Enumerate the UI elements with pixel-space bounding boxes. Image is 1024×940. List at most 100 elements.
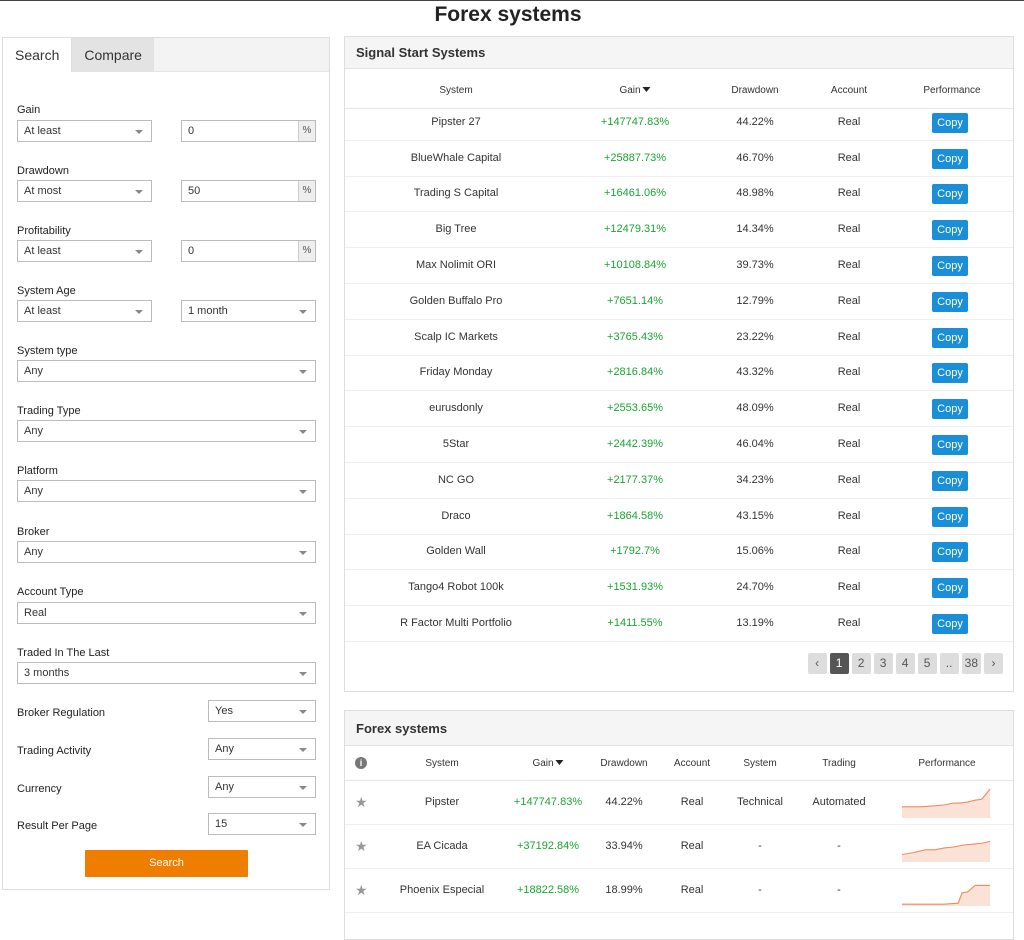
table-row[interactable]: 5Star +2442.39% 46.04% Real Copy xyxy=(345,427,1013,463)
page-1-button[interactable]: 1 xyxy=(829,653,849,674)
table-row[interactable]: R Factor Multi Portfolio +1411.55% 13.19% R… xyxy=(345,606,1013,642)
trading-activity-label: Trading Activity xyxy=(17,745,92,757)
broker-select[interactable]: Any xyxy=(17,541,316,563)
system-name[interactable]: Tango4 Robot 100k xyxy=(408,581,504,594)
copy-button[interactable]: Copy xyxy=(932,542,968,563)
col-account[interactable]: Account xyxy=(830,85,868,96)
trading-activity-value: Any xyxy=(215,743,234,755)
page-2-button[interactable]: 2 xyxy=(851,653,871,674)
system-name[interactable]: Scalp IC Markets xyxy=(414,330,498,343)
copy-button[interactable]: Copy xyxy=(932,112,968,133)
table-row[interactable]: ★ EA Cicada +37192.84% 33.94% Real - - xyxy=(345,825,1013,869)
search-button[interactable]: Search xyxy=(85,850,248,877)
system-name[interactable]: Friday Monday xyxy=(419,366,493,379)
system-name[interactable]: Pipster xyxy=(424,796,460,808)
table-row[interactable]: eurusdonly +2553.65% 48.09% Real Copy xyxy=(345,391,1013,428)
table-row[interactable]: Friday Monday +2816.84% 43.32% Real Copy xyxy=(345,356,1013,392)
table-row[interactable]: NC GO +2177.37% 34.23% Real Copy xyxy=(345,463,1013,499)
gain-value-input[interactable]: 0% xyxy=(181,120,316,142)
page-3-button[interactable]: 3 xyxy=(873,653,893,674)
system-name[interactable]: Pipster 27 xyxy=(431,115,481,128)
system-age-value-select[interactable]: 1 month xyxy=(181,300,316,322)
broker-regulation-select[interactable]: Yes xyxy=(208,700,316,722)
gain-operator-select[interactable]: At least xyxy=(17,120,152,142)
currency-select[interactable]: Any xyxy=(208,776,316,798)
col-account[interactable]: Account xyxy=(673,758,711,769)
copy-button[interactable]: Copy xyxy=(932,506,968,527)
star-icon[interactable]: ★ xyxy=(355,838,368,854)
star-icon[interactable]: ★ xyxy=(355,882,368,898)
system-name[interactable]: EA Cicada xyxy=(416,840,468,852)
result-per-page-select[interactable]: 15 xyxy=(208,813,316,835)
trading-type-select[interactable]: Any xyxy=(17,420,316,442)
system-name[interactable]: Trading S Capital xyxy=(413,187,499,200)
system-name[interactable]: Big Tree xyxy=(435,223,477,236)
copy-button[interactable]: Copy xyxy=(932,578,968,599)
page-4-button[interactable]: 4 xyxy=(895,653,915,674)
col-drawdown[interactable]: Drawdown xyxy=(600,758,648,769)
info-icon[interactable]: i xyxy=(355,757,367,769)
table-row[interactable]: Trading S Capital +16461.06% 48.98% Real Cop… xyxy=(345,177,1013,213)
col-gain[interactable]: Gain xyxy=(619,85,651,96)
system-name[interactable]: R Factor Multi Portfolio xyxy=(400,617,512,630)
system-type-select[interactable]: Any xyxy=(17,360,316,382)
copy-button[interactable]: Copy xyxy=(932,327,968,348)
system-name[interactable]: Golden Wall xyxy=(426,545,486,558)
col-system-type[interactable]: System xyxy=(743,758,777,769)
tab-search[interactable]: Search xyxy=(3,38,73,72)
col-system[interactable]: System xyxy=(439,85,473,96)
profitability-operator-select[interactable]: At least xyxy=(17,240,152,262)
chevron-down-icon xyxy=(299,786,307,790)
table-row[interactable]: ★ Pipster +147747.83% 44.22% Real Technical Au… xyxy=(345,781,1013,825)
copy-button[interactable]: Copy xyxy=(932,435,968,456)
system-name[interactable]: BlueWhale Capital xyxy=(410,151,502,164)
system-name[interactable]: eurusdonly xyxy=(429,402,483,415)
chevron-down-icon xyxy=(299,310,307,314)
copy-button[interactable]: Copy xyxy=(932,220,968,241)
system-name[interactable]: Golden Buffalo Pro xyxy=(409,294,503,307)
table-row[interactable]: Max Nolimit ORI +10108.84% 39.73% Real Copy xyxy=(345,248,1013,284)
next-page-button[interactable]: › xyxy=(984,653,1003,674)
system-name[interactable]: Draco xyxy=(441,509,471,522)
system-name[interactable]: Max Nolimit ORI xyxy=(415,259,497,272)
account-type-select[interactable]: Real xyxy=(17,602,316,624)
table-row[interactable]: Tango4 Robot 100k +1531.93% 24.70% Real Copy xyxy=(345,570,1013,607)
table-row[interactable]: BlueWhale Capital +25887.73% 46.70% Real Cop… xyxy=(345,141,1013,177)
copy-button[interactable]: Copy xyxy=(932,614,968,635)
table-row[interactable]: ★ Phoenix Especial +18822.58% 18.99% Real - - xyxy=(345,869,1013,913)
profitability-value-input[interactable]: 0% xyxy=(181,240,316,262)
gain-operator-value: At least xyxy=(24,125,61,137)
table-row[interactable]: Golden Wall +1792.7% 15.06% Real Copy xyxy=(345,535,1013,571)
page-last-button[interactable]: 38 xyxy=(961,653,981,674)
col-system[interactable]: System xyxy=(425,758,459,769)
col-gain[interactable]: Gain xyxy=(532,758,564,769)
prev-page-button[interactable]: ‹ xyxy=(807,653,827,674)
platform-select[interactable]: Any xyxy=(17,480,316,502)
table-row[interactable]: Golden Buffalo Pro +7651.14% 12.79% Real Cop… xyxy=(345,284,1013,320)
copy-button[interactable]: Copy xyxy=(932,184,968,205)
traded-in-last-select[interactable]: 3 months xyxy=(17,662,316,684)
trading-activity-select[interactable]: Any xyxy=(208,738,316,760)
gain-value: +1531.93% xyxy=(607,581,663,594)
system-age-operator-select[interactable]: At least xyxy=(17,300,152,322)
drawdown-operator-select[interactable]: At most xyxy=(17,180,152,202)
drawdown-value-input[interactable]: 50% xyxy=(181,180,316,202)
copy-button[interactable]: Copy xyxy=(932,470,968,491)
col-trading[interactable]: Trading xyxy=(822,758,856,769)
copy-button[interactable]: Copy xyxy=(932,399,968,420)
col-drawdown[interactable]: Drawdown xyxy=(731,85,779,96)
table-row[interactable]: Pipster 27 +147747.83% 44.22% Real Copy xyxy=(345,105,1013,141)
copy-button[interactable]: Copy xyxy=(932,363,968,384)
star-icon[interactable]: ★ xyxy=(355,794,368,810)
tab-compare[interactable]: Compare xyxy=(72,38,154,72)
page-5-button[interactable]: 5 xyxy=(917,653,937,674)
copy-button[interactable]: Copy xyxy=(932,291,968,312)
table-row[interactable]: Draco +1864.58% 43.15% Real Copy xyxy=(345,499,1013,535)
table-row[interactable]: Scalp IC Markets +3765.43% 23.22% Real Copy xyxy=(345,320,1013,356)
system-name[interactable]: NC GO xyxy=(437,473,475,486)
copy-button[interactable]: Copy xyxy=(932,148,968,169)
system-name[interactable]: 5Star xyxy=(442,438,470,451)
system-name[interactable]: Phoenix Especial xyxy=(399,884,485,896)
copy-button[interactable]: Copy xyxy=(932,256,968,277)
table-row[interactable]: Big Tree +12479.31% 14.34% Real Copy xyxy=(345,212,1013,249)
